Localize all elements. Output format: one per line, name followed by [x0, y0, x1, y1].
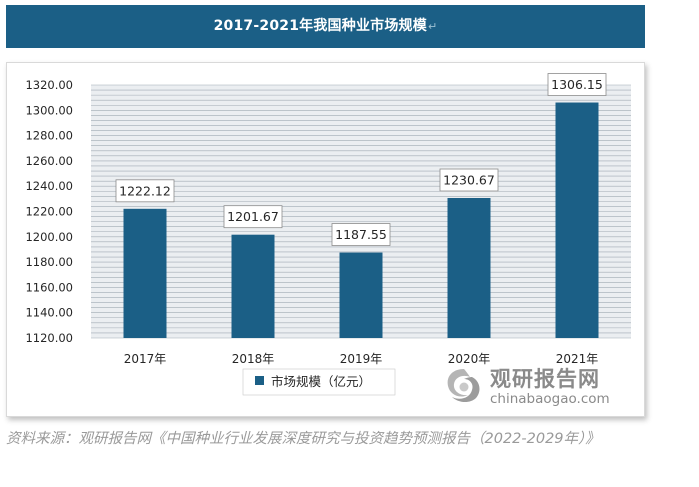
y-tick-label: 1220.00	[25, 205, 73, 219]
x-tick-label: 2019年	[340, 352, 383, 366]
y-tick-label: 1240.00	[25, 179, 73, 193]
y-tick-label: 1140.00	[25, 306, 73, 320]
y-tick-label: 1200.00	[25, 230, 73, 244]
bar	[447, 198, 491, 338]
data-label-box	[547, 73, 607, 96]
chart-title-banner: 2017-2021年我国种业市场规模↵	[6, 5, 645, 48]
bar	[339, 252, 383, 338]
bar-chart: 1120.00 1140.00 1160.00 1180.00 1200.00 1220.…	[25, 73, 631, 396]
watermark: 观研报告网 chinabaogao.com	[442, 363, 642, 407]
source-note: 资料来源：观研报告网《中国种业行业发展深度研究与投资趋势预测报告（2022-20…	[6, 431, 600, 447]
y-tick-label: 1260.00	[25, 154, 73, 168]
bar	[555, 102, 599, 338]
y-tick-label: 1300.00	[25, 103, 73, 117]
x-tick-label: 2021年	[556, 352, 599, 366]
data-label: 1187.55	[335, 227, 387, 242]
x-tick-label: 2017年	[124, 352, 167, 366]
y-tick-label: 1320.00	[25, 78, 73, 92]
legend-box	[242, 368, 396, 396]
data-label: 1230.67	[443, 173, 495, 188]
data-label-box	[331, 223, 391, 246]
watermark-url: chinabaogao.com	[490, 391, 610, 407]
data-label: 1222.12	[119, 183, 171, 198]
legend-label: 市场规模（亿元）	[271, 374, 371, 389]
swirl-logo-icon	[447, 369, 480, 403]
data-label: 1306.15	[551, 77, 603, 92]
watermark-name: 观研报告网	[490, 367, 600, 391]
y-tick-label: 1160.00	[25, 280, 73, 294]
data-label-box	[439, 168, 499, 192]
chart-frame: 1120.00 1140.00 1160.00 1180.00 1200.00 1220.…	[6, 62, 645, 417]
y-tick-label: 1280.00	[25, 129, 73, 143]
paragraph-mark: ↵	[427, 20, 438, 33]
y-tick-label: 1180.00	[25, 255, 73, 269]
legend-swatch	[255, 376, 264, 385]
data-label: 1201.67	[227, 209, 279, 224]
bar	[123, 208, 167, 338]
data-label-box	[223, 205, 283, 229]
data-label-box	[115, 179, 175, 203]
chart-title: 2017-2021年我国种业市场规模	[213, 18, 427, 34]
x-tick-label: 2018年	[232, 352, 275, 366]
bar	[231, 234, 275, 338]
x-tick-label: 2020年	[448, 352, 491, 366]
y-tick-label: 1120.00	[25, 331, 73, 345]
